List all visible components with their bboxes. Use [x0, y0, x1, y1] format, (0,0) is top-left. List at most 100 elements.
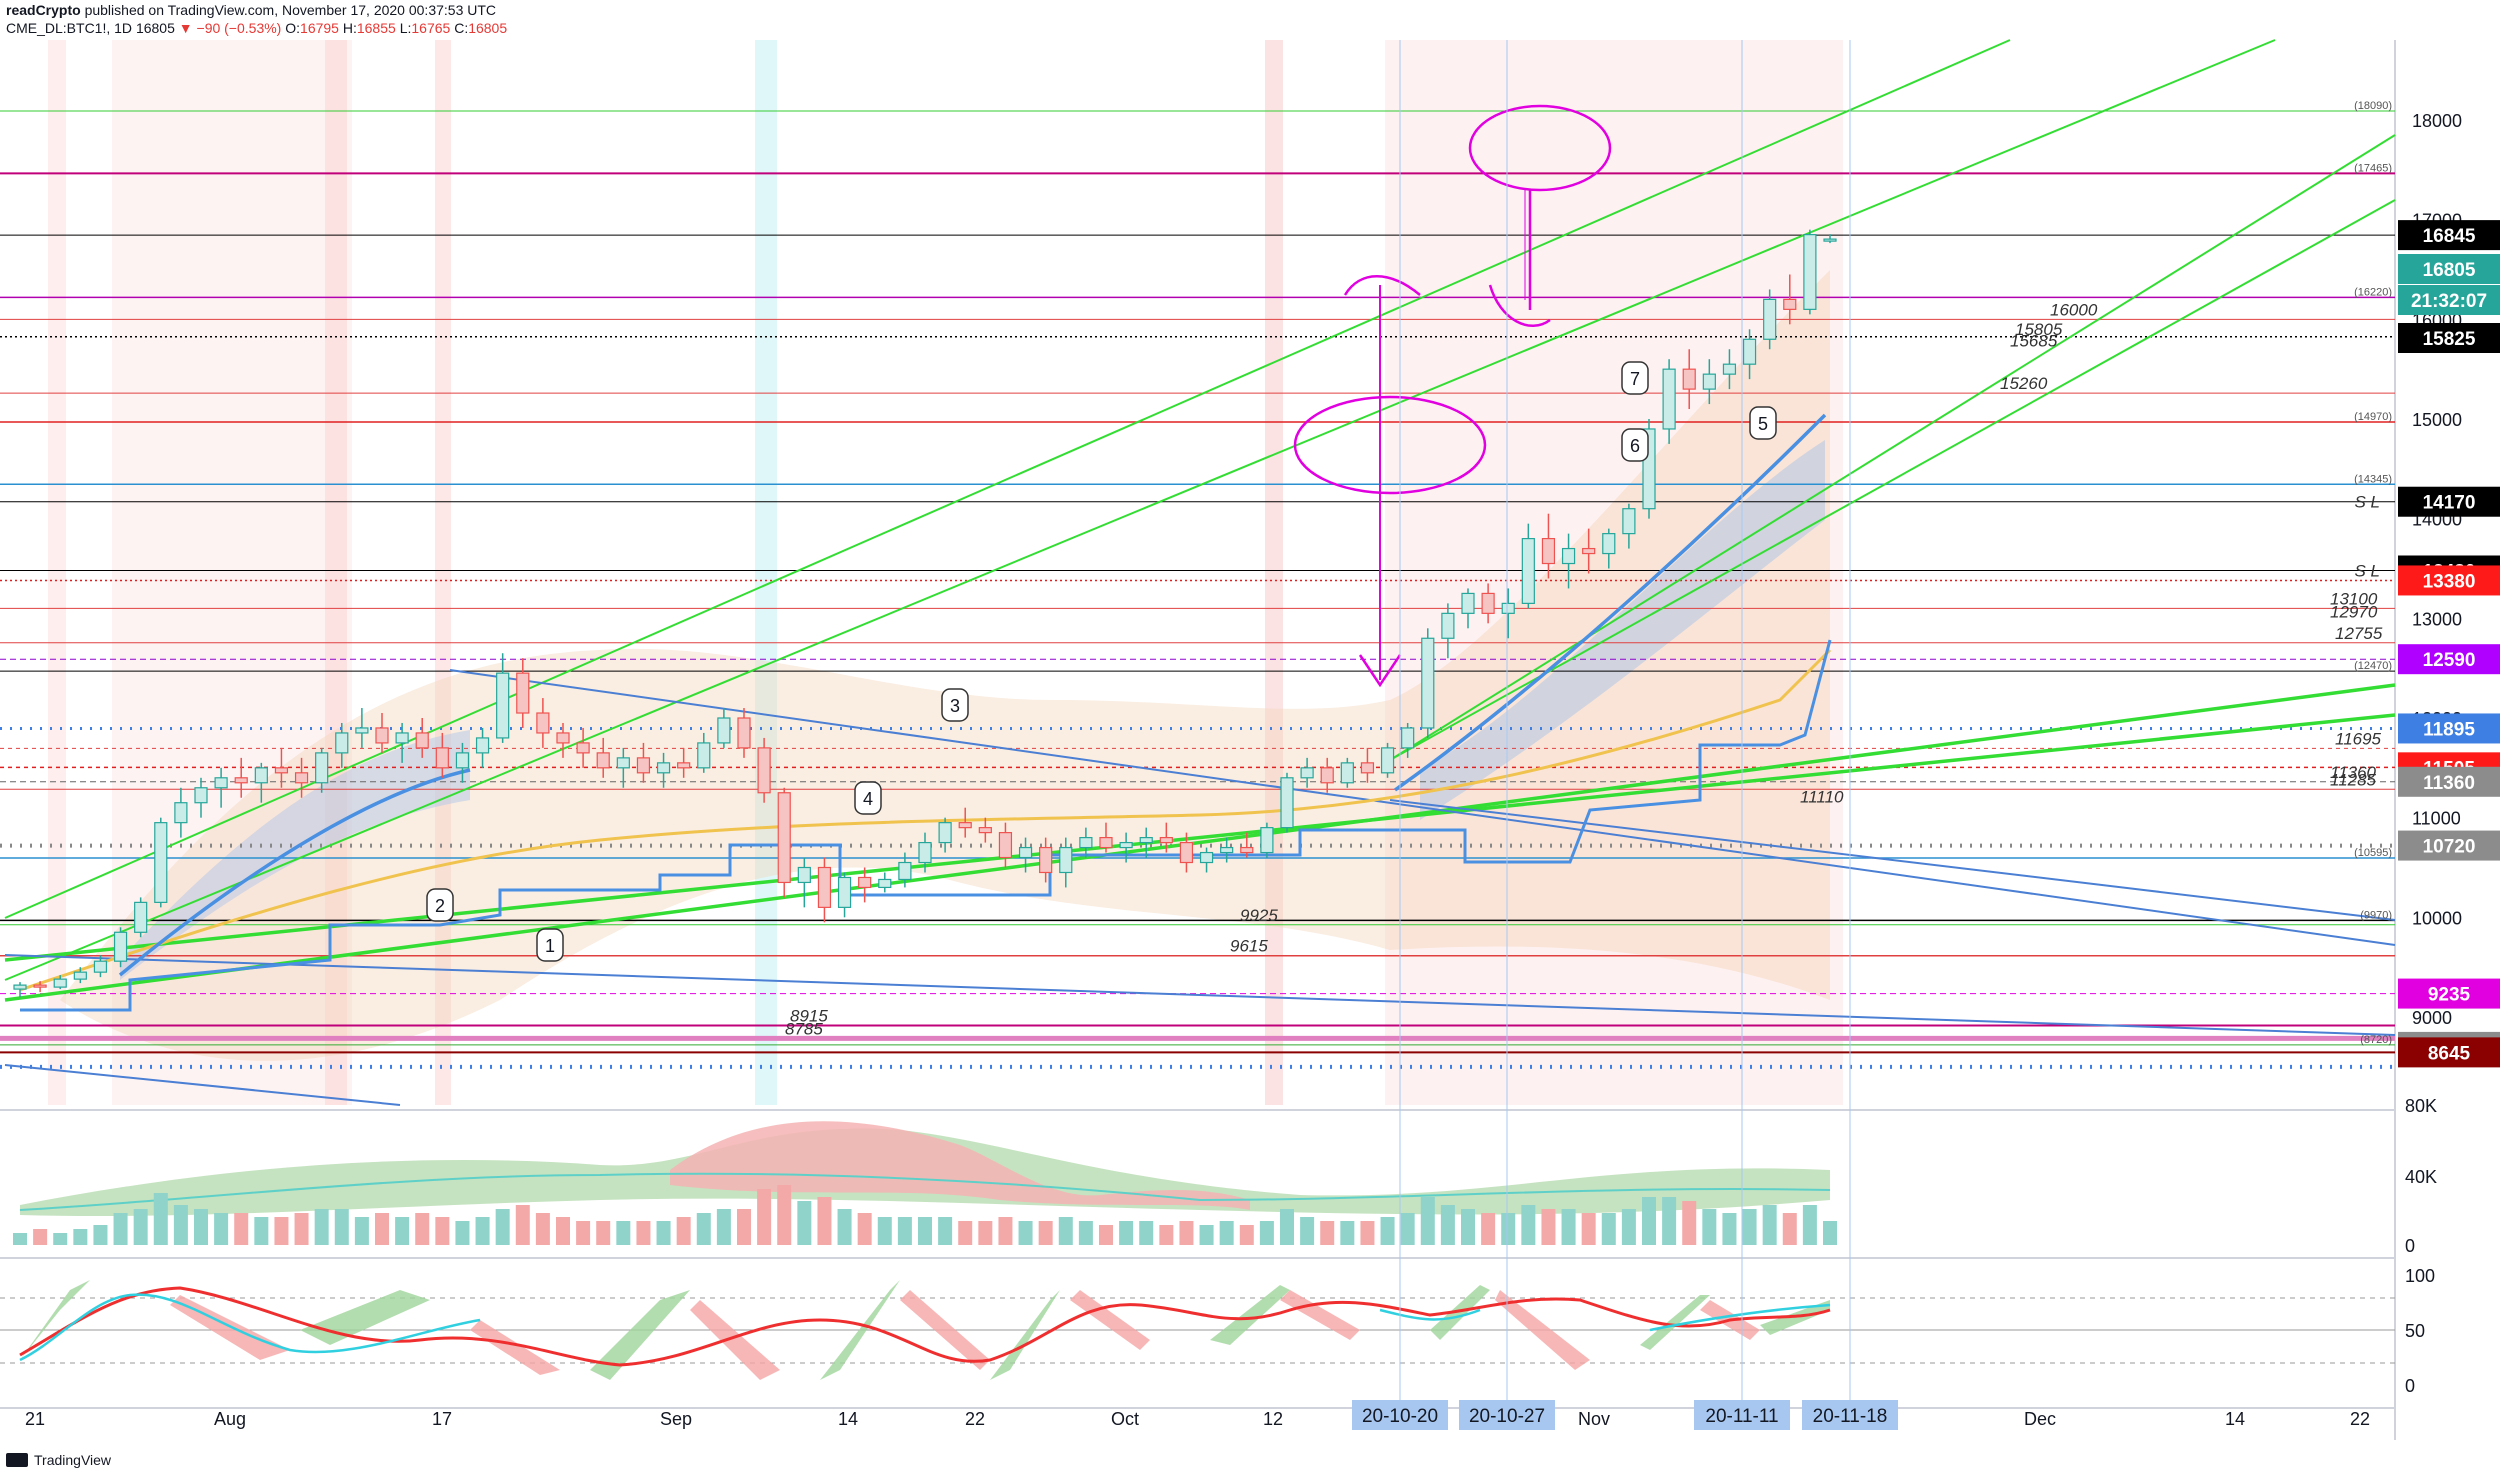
candle-body	[1320, 767, 1334, 784]
volume-bar	[1742, 1209, 1757, 1245]
green-trendline-thick	[4, 683, 2396, 1002]
ohlc-open-key: O:	[285, 20, 301, 36]
price-tick: 11000	[2412, 809, 2461, 829]
volume-bar	[415, 1213, 430, 1245]
level-label: 9925	[1240, 906, 1278, 925]
candle-body	[154, 822, 168, 903]
small-level-label: (12470)	[2354, 660, 2392, 672]
stop-loss-label: S L	[2354, 561, 2380, 580]
price-tag-value: 16805	[2423, 260, 2476, 281]
price-tick: 13000	[2412, 609, 2462, 629]
tenkan-line	[1393, 413, 1827, 792]
volume-bar	[1259, 1221, 1274, 1245]
price-tag	[2398, 220, 2500, 251]
date-tag-label: 20-11-18	[1813, 1406, 1888, 1427]
volume-cloud-red	[670, 1121, 1250, 1210]
small-level-label: (14970)	[2354, 411, 2392, 423]
oscillator-tick: 50	[2405, 1321, 2425, 1341]
candle-body	[475, 737, 490, 754]
green-trendline	[4, 39, 2276, 981]
volume-bar	[1280, 1209, 1294, 1245]
volume-bar	[1159, 1225, 1174, 1245]
volume-bar	[696, 1213, 711, 1245]
level-label: 16000	[2050, 300, 2098, 319]
panel-separators	[0, 40, 2396, 1440]
volume-bar	[857, 1213, 872, 1245]
candle-body	[1803, 234, 1817, 310]
target-ellipse	[1293, 395, 1487, 495]
price-tag	[2398, 713, 2500, 744]
candles	[13, 229, 1837, 998]
time-tick: 22	[2350, 1409, 2370, 1429]
volume-bar	[1762, 1205, 1777, 1245]
price-tag	[2398, 565, 2500, 596]
small-level-label: (18090)	[2354, 100, 2392, 112]
small-level-label: (17465)	[2354, 162, 2392, 174]
candle-body	[958, 822, 972, 829]
candle-body	[1682, 368, 1696, 390]
level-label: 11360	[2330, 763, 2377, 782]
callout-box	[941, 688, 969, 722]
date-tags: 20-10-20 20-10-27 20-11-11 20-11-18	[1352, 40, 1898, 1430]
ohlc-close-key: C:	[454, 20, 469, 36]
volume-bar	[1219, 1221, 1234, 1245]
oscillator-tick: 0	[2405, 1376, 2415, 1396]
candle-body	[214, 777, 228, 789]
candle-body	[234, 777, 248, 784]
price-tag-value: 13380	[2423, 571, 2476, 592]
candle-body	[93, 960, 108, 973]
candle-body	[938, 822, 952, 844]
volume-bar	[1682, 1201, 1697, 1245]
candle-body	[1340, 762, 1354, 784]
volume-bar	[495, 1209, 510, 1245]
callout-box	[426, 888, 454, 922]
tradingview-logo-icon	[6, 1453, 28, 1467]
osc-signal-line	[19, 1286, 1831, 1367]
volume-bar	[1702, 1209, 1717, 1245]
symbol-info: CME_DL:BTC1!, 1D 16805 ▼ −90 (−0.53%) O:…	[6, 20, 507, 36]
candle-body	[1622, 508, 1636, 535]
small-level-label: (14345)	[2354, 473, 2392, 485]
volume-bar	[234, 1213, 249, 1245]
volume-bar	[214, 1213, 229, 1245]
moving-average-yellow	[19, 648, 1832, 992]
ohlc-low-key: L:	[399, 20, 412, 36]
cloud-area	[60, 648, 1390, 1061]
candle-body	[1481, 592, 1495, 614]
price-tag-value: 14170	[2423, 493, 2476, 514]
candle-body	[1441, 612, 1455, 639]
candle-body	[134, 901, 148, 933]
candle-body	[1059, 846, 1073, 874]
volume-bar	[1481, 1213, 1496, 1245]
candle-body	[596, 752, 610, 769]
candle-body	[1401, 727, 1415, 749]
volume-bar	[1461, 1209, 1475, 1245]
small-level-label: (10595)	[2354, 847, 2392, 859]
candle-body	[1220, 846, 1234, 854]
time-tick: Nov	[1578, 1409, 1610, 1429]
volume-bar	[274, 1217, 289, 1245]
callout-box	[1621, 361, 1649, 395]
candle-body	[1300, 767, 1314, 779]
time-tick: 17	[432, 1409, 452, 1429]
price-tag-value: 15825	[2423, 329, 2476, 350]
candle-body	[1079, 836, 1093, 849]
volume-bar	[596, 1221, 611, 1245]
volume-bar	[998, 1217, 1013, 1245]
candle-body	[898, 861, 912, 881]
candle-body	[1240, 846, 1254, 854]
price-tag	[2398, 1037, 2500, 1068]
callout-number: 6	[1630, 436, 1640, 456]
osc-main-line	[1379, 1303, 1831, 1332]
volume-bar	[1440, 1205, 1455, 1245]
candle-body	[1018, 846, 1033, 859]
volume-bar	[757, 1189, 772, 1245]
oscillator-panel	[0, 1280, 2395, 1380]
volume-bar	[1782, 1213, 1797, 1245]
volume-tick: 40K	[2405, 1167, 2437, 1187]
volume-bar	[1119, 1221, 1134, 1245]
volume-bar	[636, 1221, 651, 1245]
candle-body	[777, 792, 791, 884]
price-tag	[2398, 766, 2500, 797]
